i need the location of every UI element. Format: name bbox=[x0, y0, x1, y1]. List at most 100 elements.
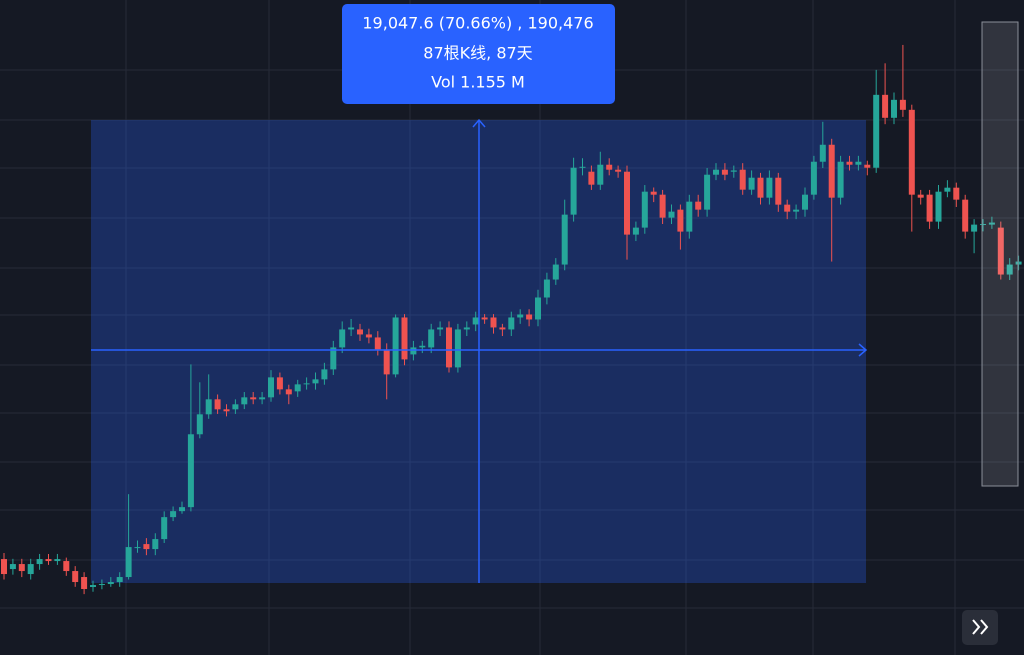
candle-body bbox=[828, 144, 835, 198]
candle-body bbox=[864, 164, 871, 168]
candle-body bbox=[695, 201, 702, 210]
candle-body bbox=[205, 399, 212, 415]
candle-body bbox=[499, 327, 506, 330]
candle-body bbox=[641, 191, 648, 228]
candle-body bbox=[917, 194, 924, 198]
candle-body bbox=[944, 187, 951, 192]
candle-body bbox=[27, 564, 34, 575]
arrow-right bbox=[858, 343, 868, 357]
candle-body bbox=[357, 329, 363, 335]
candle-body bbox=[276, 377, 283, 390]
candle-body bbox=[659, 194, 666, 218]
candle-body bbox=[303, 383, 310, 385]
chevron bbox=[972, 619, 981, 635]
scroll-handle[interactable] bbox=[981, 21, 1019, 487]
candle-body bbox=[401, 317, 408, 360]
candle-body bbox=[125, 547, 132, 578]
candle-body bbox=[428, 329, 435, 348]
candle-body bbox=[294, 384, 301, 392]
candle-body bbox=[446, 327, 452, 368]
scroll-right-button[interactable] bbox=[962, 610, 998, 645]
candle-body bbox=[45, 559, 52, 562]
candle-body bbox=[223, 409, 230, 412]
candle-body bbox=[926, 194, 933, 222]
candle-body bbox=[98, 584, 105, 586]
candle-body bbox=[650, 191, 657, 195]
candle-body bbox=[775, 177, 782, 205]
button-bg[interactable] bbox=[962, 610, 998, 645]
candle-body bbox=[9, 564, 16, 570]
candle-body bbox=[179, 507, 185, 512]
candle-body bbox=[873, 94, 880, 168]
candle-body bbox=[463, 327, 470, 330]
candle-body bbox=[152, 539, 159, 550]
candle-body bbox=[543, 279, 550, 298]
candle-body bbox=[588, 171, 595, 185]
candle-body bbox=[232, 404, 239, 410]
candle-body bbox=[107, 582, 114, 585]
candle-body bbox=[36, 559, 43, 565]
candle-body bbox=[855, 161, 862, 165]
candle-body bbox=[980, 224, 986, 226]
candle-body bbox=[624, 171, 630, 235]
candle-body bbox=[241, 397, 248, 405]
candle-body bbox=[704, 174, 711, 210]
candle-body bbox=[810, 161, 817, 195]
candle-body bbox=[597, 164, 604, 185]
candle-body bbox=[891, 99, 897, 118]
candle-body bbox=[481, 317, 488, 320]
candle-body bbox=[268, 377, 274, 398]
candle-body bbox=[766, 177, 773, 198]
candle-body bbox=[632, 227, 639, 235]
candle-body bbox=[561, 214, 568, 265]
candle-body bbox=[250, 397, 257, 400]
candle-body bbox=[508, 317, 515, 330]
chevron bbox=[980, 619, 989, 635]
candle-body bbox=[953, 187, 960, 200]
candle-body bbox=[686, 201, 693, 232]
candle-body bbox=[570, 167, 577, 215]
candle-body bbox=[196, 414, 203, 435]
candle-body bbox=[739, 169, 746, 190]
candle-body bbox=[935, 191, 942, 222]
candle-body bbox=[330, 347, 337, 370]
candle-body bbox=[410, 347, 417, 355]
tooltip-volume: Vol 1.155 M bbox=[431, 73, 525, 92]
candle-body bbox=[339, 329, 346, 348]
candle-body bbox=[472, 317, 479, 325]
candle-body bbox=[143, 544, 150, 550]
candle-body bbox=[615, 169, 622, 172]
candle-body bbox=[161, 517, 168, 540]
candle-body bbox=[134, 547, 141, 549]
candle-body bbox=[757, 177, 764, 198]
candle-body bbox=[348, 327, 355, 330]
candle-body bbox=[437, 327, 444, 330]
tooltip-change: 19,047.6 (70.66%) , 190,476 bbox=[362, 14, 593, 33]
candle-body bbox=[365, 334, 372, 338]
candle-body bbox=[517, 314, 524, 318]
candle-body bbox=[713, 169, 719, 175]
candle-body bbox=[312, 379, 319, 384]
candle-body bbox=[392, 317, 399, 375]
measure-tooltip bbox=[342, 4, 615, 104]
candle-body bbox=[1015, 261, 1022, 265]
candle-body bbox=[90, 585, 96, 588]
candle-body bbox=[552, 264, 559, 280]
candle-body bbox=[908, 109, 915, 195]
candle-body bbox=[971, 224, 978, 232]
candle-body bbox=[285, 389, 292, 395]
candle-body bbox=[1006, 264, 1013, 275]
candle-body bbox=[1, 559, 7, 575]
tooltip-bars: 87根K线, 87天 bbox=[423, 44, 532, 63]
candle-body bbox=[170, 511, 177, 518]
candle-body bbox=[490, 317, 497, 328]
candles bbox=[1, 44, 1022, 595]
candle-body bbox=[535, 297, 541, 320]
candle-body bbox=[18, 564, 25, 572]
candle-body bbox=[454, 329, 461, 368]
candle-body bbox=[668, 211, 675, 218]
candle-body bbox=[72, 571, 79, 583]
candle-body bbox=[730, 170, 737, 172]
